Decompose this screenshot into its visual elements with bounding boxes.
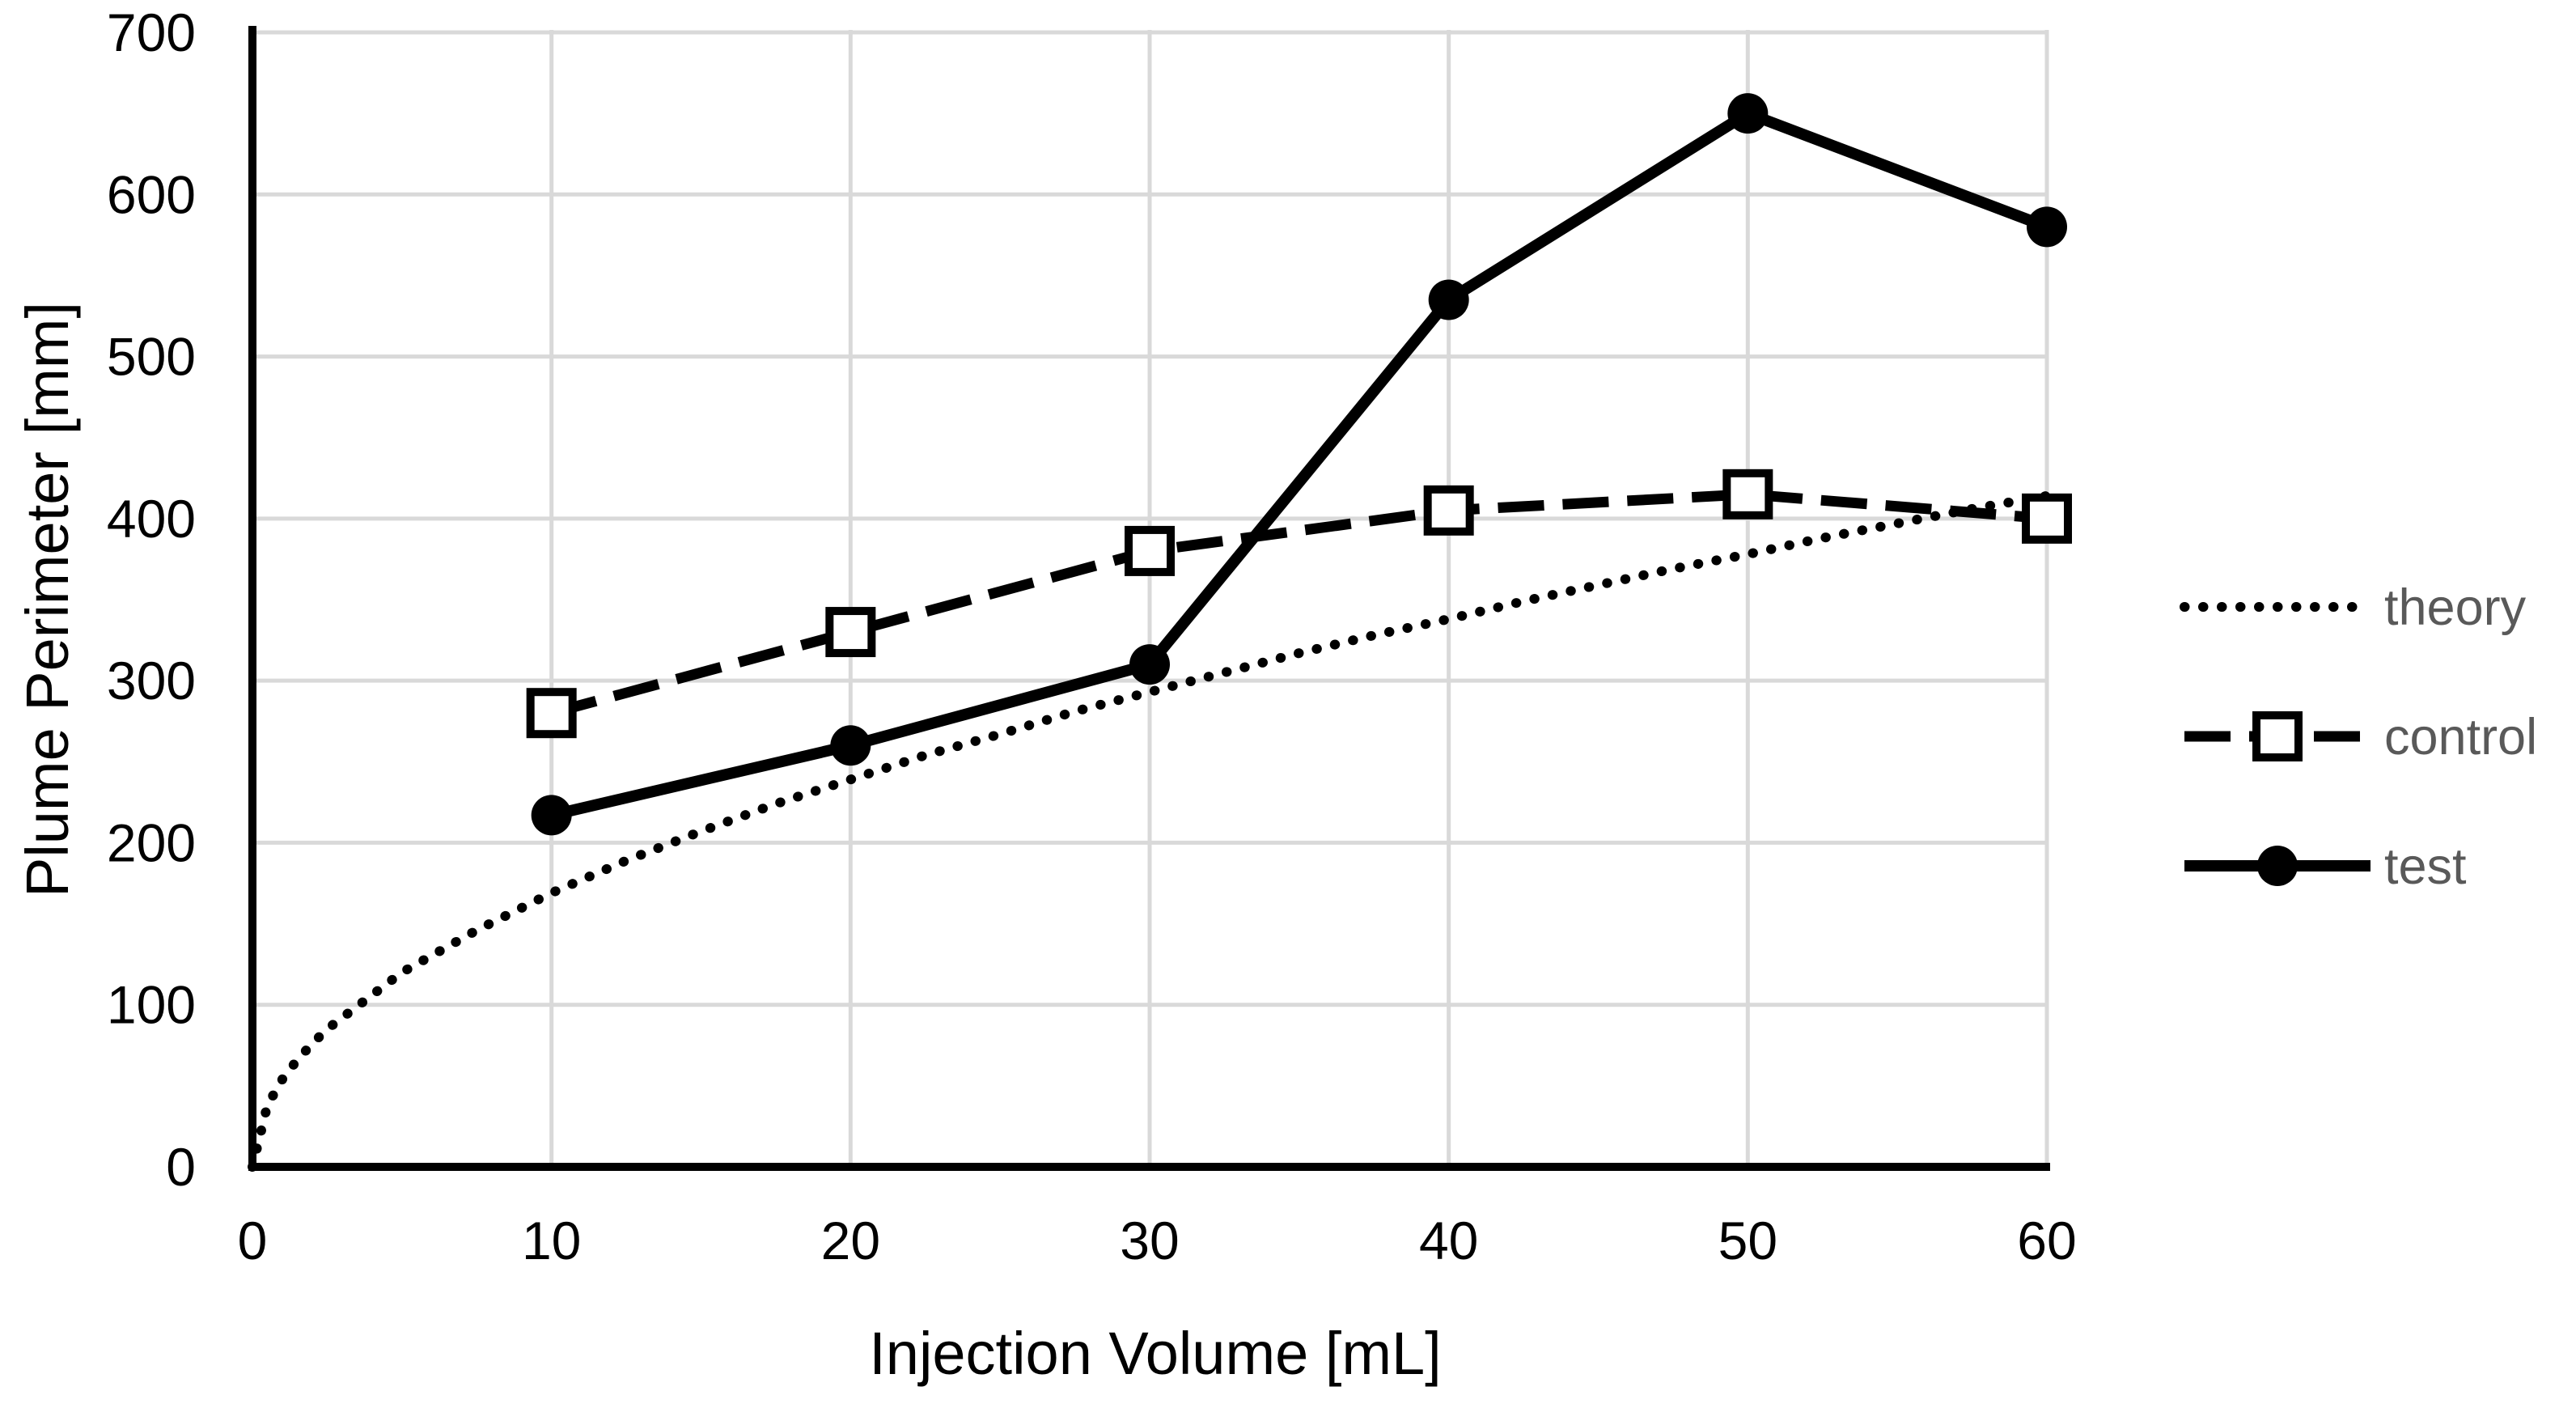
series-test-marker [531, 795, 572, 836]
series-control-marker [1125, 525, 1175, 576]
legend-control-marker [2252, 711, 2303, 761]
series-control-marker [2022, 493, 2072, 544]
x-axis-title: Injection Volume [mL] [869, 1320, 1441, 1387]
series-test-marker [1428, 279, 1469, 320]
series-test-marker [830, 725, 871, 766]
y-tick-label: 500 [107, 327, 196, 387]
series-test-marker [2027, 206, 2067, 248]
series-control-marker [526, 688, 577, 739]
series-test-marker [1129, 644, 1170, 685]
y-tick-label: 400 [107, 489, 196, 549]
legend-label-test: test [2384, 838, 2467, 895]
legend-label-control: control [2384, 709, 2537, 765]
legend-label-theory: theory [2384, 579, 2527, 636]
x-tick-label: 20 [821, 1211, 880, 1270]
series-theory-line [248, 490, 2052, 1172]
series-control-marker [1722, 469, 1773, 520]
x-tick-label: 40 [1419, 1211, 1478, 1270]
series-control-marker [825, 607, 876, 658]
y-tick-label: 700 [107, 2, 196, 62]
y-tick-label: 100 [107, 975, 196, 1035]
series-control-line [549, 489, 2048, 719]
y-tick-label: 0 [166, 1137, 196, 1197]
legend-test-marker [2257, 846, 2298, 886]
x-tick-label: 60 [2017, 1211, 2076, 1270]
x-tick-label: 30 [1120, 1211, 1179, 1270]
y-tick-label: 300 [107, 651, 196, 710]
series-test-line [550, 108, 2049, 821]
y-axis-title: Plume Perimeter [mm] [14, 302, 81, 897]
x-tick-label: 50 [1718, 1211, 1777, 1270]
x-tick-label: 0 [238, 1211, 268, 1270]
series-test-marker [1727, 93, 1769, 134]
x-tick-label: 10 [522, 1211, 581, 1270]
y-tick-label: 200 [107, 812, 196, 872]
series-control-marker [1423, 485, 1474, 536]
y-tick-label: 600 [107, 164, 196, 224]
